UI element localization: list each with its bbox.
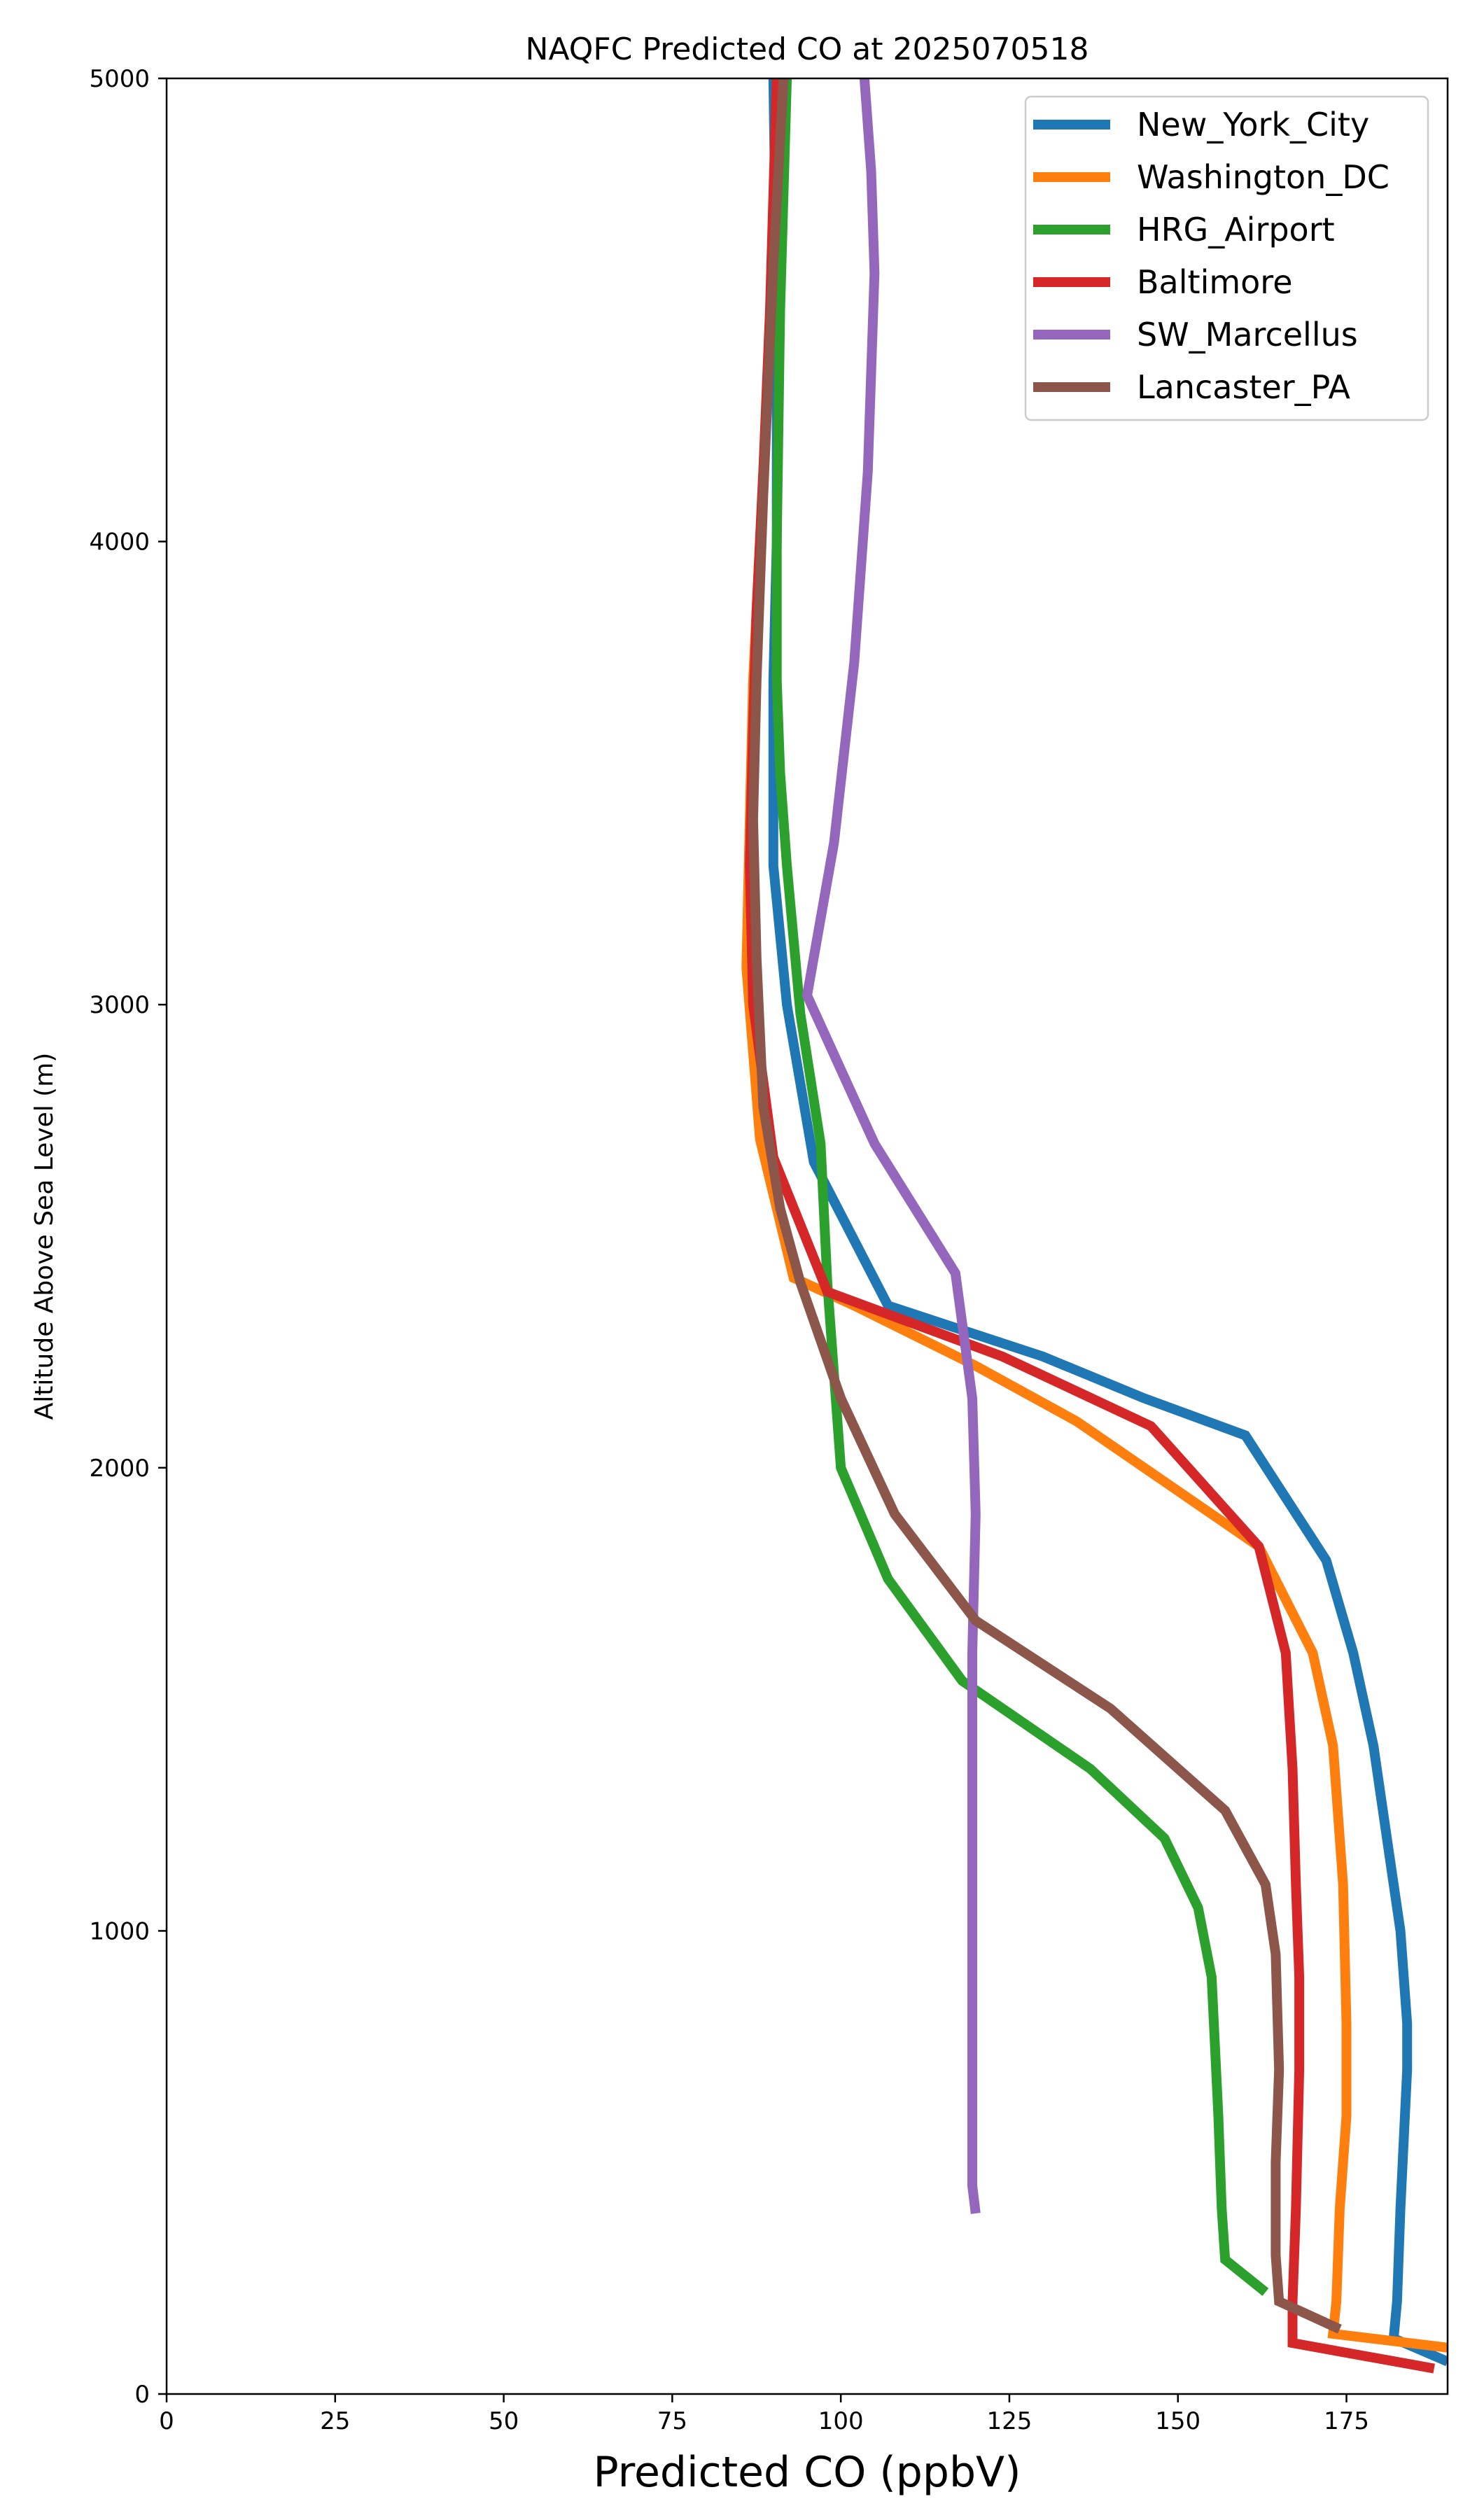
- x-tick-label: 175: [1324, 2407, 1369, 2435]
- y-axis-label: Altitude Above Sea Level (m): [30, 1053, 59, 1420]
- y-tick-label: 0: [134, 2381, 150, 2409]
- series-line-new-york-city: [768, 78, 1448, 2367]
- series-line-sw-marcellus: [802, 78, 981, 2214]
- x-tick-label: 25: [320, 2407, 350, 2435]
- series-line-hrg-airport: [771, 78, 1269, 2296]
- x-tick-label: 75: [657, 2407, 687, 2435]
- legend-label-washington-dc: Washington_DC: [1137, 158, 1390, 196]
- series-layer: [741, 78, 1448, 2374]
- legend: New_York_City Washington_DC HRG_Airport Bal…: [1024, 95, 1429, 421]
- x-tick-label: 125: [986, 2407, 1032, 2435]
- x-tick-label: 100: [818, 2407, 864, 2435]
- x-axis-ticks: 0 25 50 75 100 125 150 175: [159, 2394, 1369, 2435]
- x-tick-label: 150: [1155, 2407, 1200, 2435]
- y-tick-label: 2000: [89, 1455, 150, 1483]
- legend-label-hrg-airport: HRG_Airport: [1137, 211, 1335, 248]
- y-tick-label: 1000: [89, 1917, 150, 1945]
- x-axis-label: Predicted CO (ppbV): [593, 2448, 1021, 2497]
- y-tick-label: 5000: [89, 65, 150, 93]
- series-line-lancaster-pa: [748, 78, 1342, 2334]
- plot-frame: [165, 77, 1449, 2395]
- x-tick-label: 50: [489, 2407, 519, 2435]
- legend-label-new-york-city: New_York_City: [1137, 106, 1369, 144]
- chart-title: NAQFC Predicted CO at 2025070518: [526, 31, 1089, 67]
- legend-label-baltimore: Baltimore: [1137, 263, 1293, 301]
- y-tick-label: 4000: [89, 528, 150, 556]
- legend-entries: New_York_City Washington_DC HRG_Airport Bal…: [1033, 106, 1390, 406]
- y-axis-ticks: 0 1000 2000 3000 4000 5000: [89, 65, 167, 2409]
- x-tick-label: 0: [159, 2407, 174, 2435]
- legend-label-lancaster-pa: Lancaster_PA: [1137, 368, 1350, 406]
- legend-box: [1024, 95, 1429, 421]
- legend-label-sw-marcellus: SW_Marcellus: [1137, 316, 1358, 354]
- y-tick-label: 3000: [89, 991, 150, 1019]
- plot-area: [165, 77, 1449, 2395]
